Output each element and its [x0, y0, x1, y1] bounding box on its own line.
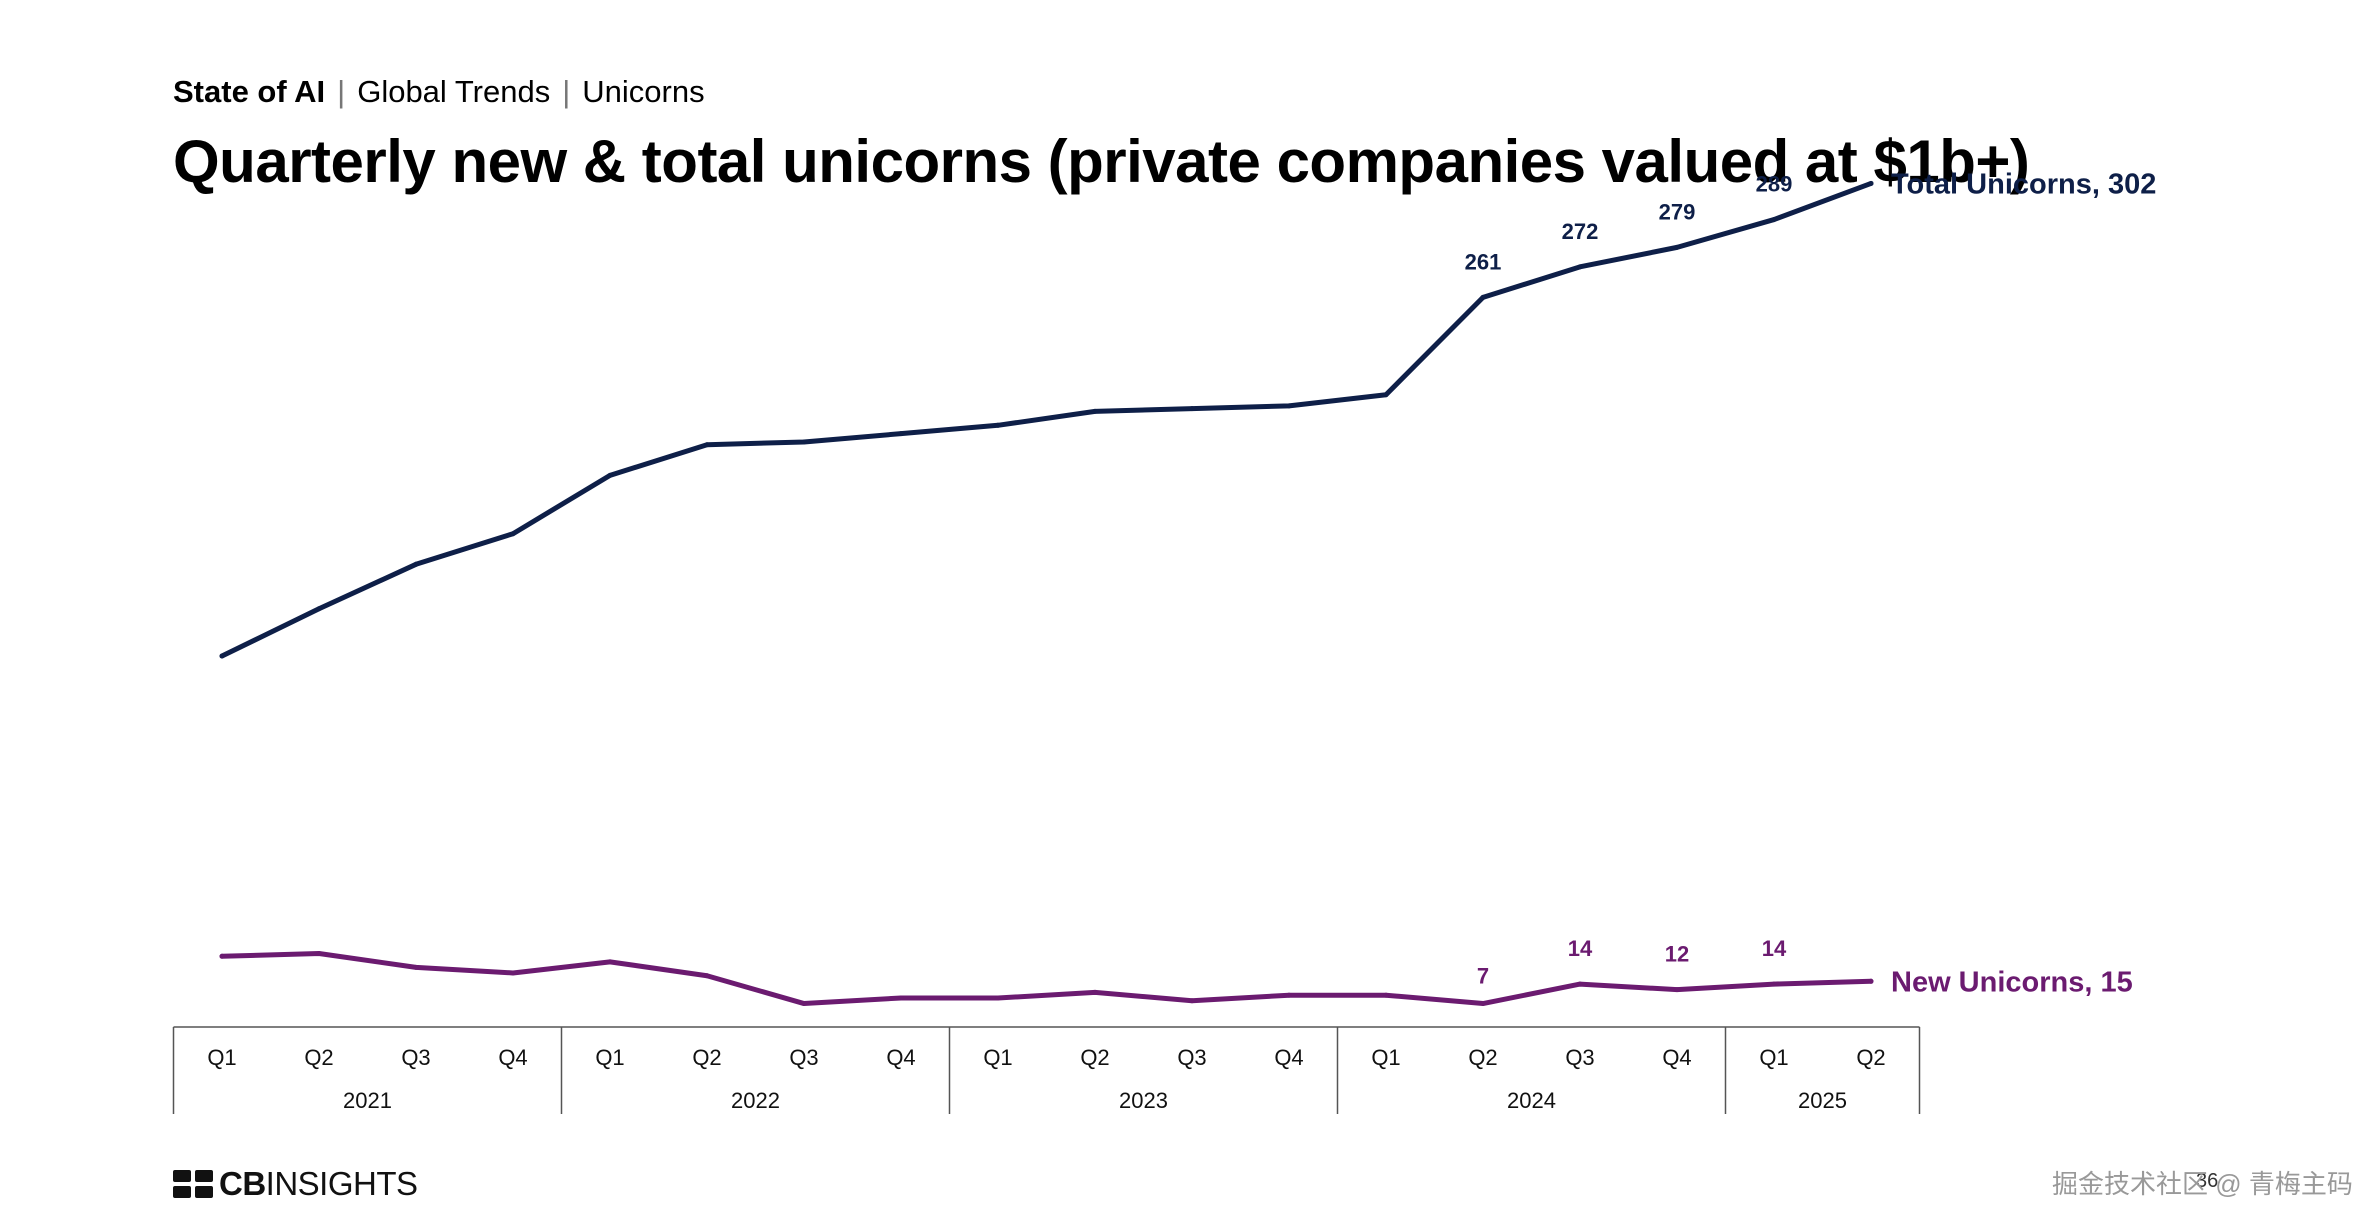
cb-logo-icon — [173, 1170, 213, 1198]
x-axis-year-label: 2025 — [1798, 1088, 1847, 1113]
total-unicorns-point — [1577, 264, 1583, 270]
breadcrumb-separator: | — [337, 74, 346, 109]
x-axis-tick-label: Q4 — [1274, 1045, 1303, 1070]
total-unicorns-point — [801, 439, 807, 445]
x-axis-tick-label: Q4 — [498, 1045, 527, 1070]
x-axis-tick-label: Q4 — [1662, 1045, 1691, 1070]
x-axis-year-label: 2024 — [1507, 1088, 1556, 1113]
x-axis-tick-label: Q3 — [401, 1045, 430, 1070]
total-unicorns-point — [1092, 408, 1098, 414]
x-axis-tick-label: Q2 — [1856, 1045, 1885, 1070]
total-unicorns-point — [1771, 217, 1777, 223]
total-unicorns-point — [1868, 180, 1874, 186]
new-unicorns-point — [1868, 978, 1874, 984]
x-axis-tick-label: Q3 — [1177, 1045, 1206, 1070]
new-unicorns-point — [510, 970, 516, 976]
total-unicorns-point — [995, 422, 1001, 428]
new-unicorns-point — [1480, 1001, 1486, 1007]
new-unicorns-end-label: New Unicorns, 15 — [1891, 966, 2133, 998]
new-unicorns-point — [1286, 992, 1292, 998]
total-unicorns-series-line — [219, 180, 1874, 659]
new-unicorns-point — [995, 995, 1001, 1001]
new-unicorns-data-label: 7 — [1477, 964, 1489, 989]
x-axis-tick-label: Q1 — [595, 1045, 624, 1070]
logo-text-insights: INSIGHTS — [265, 1165, 418, 1202]
total-unicorns-point — [704, 442, 710, 448]
breadcrumb-separator: | — [562, 74, 571, 109]
logo-text-cb: CB — [219, 1165, 266, 1202]
watermark: 掘金技术社区 @ 青梅主码 — [2052, 1169, 2353, 1199]
total-unicorns-point — [316, 606, 322, 612]
breadcrumb: State of AI | Global Trends | Unicorns — [173, 72, 705, 112]
new-unicorns-point — [1674, 987, 1680, 993]
cb-insights-logo: CBINSIGHTS — [173, 1164, 418, 1204]
new-unicorns-point — [1189, 998, 1195, 1004]
x-axis-tick-label: Q1 — [983, 1045, 1012, 1070]
new-unicorns-point — [316, 951, 322, 956]
total-unicorns-point — [898, 431, 904, 437]
new-unicorns-data-label: 12 — [1665, 942, 1689, 967]
total-unicorns-point — [1480, 294, 1486, 300]
new-unicorns-point — [898, 995, 904, 1001]
x-axis-year-label: 2022 — [731, 1088, 780, 1113]
x-axis-tick-label: Q2 — [1080, 1045, 1109, 1070]
page-number: 36 — [2196, 1170, 2219, 1192]
total-unicorns-point — [1383, 392, 1389, 398]
x-axis-year-label: 2021 — [343, 1088, 392, 1113]
new-unicorns-data-label: 14 — [1568, 936, 1593, 961]
total-unicorns-point — [607, 472, 613, 478]
new-unicorns-point — [1383, 992, 1389, 998]
new-unicorns-point — [413, 964, 419, 970]
x-axis-tick-label: Q4 — [886, 1045, 915, 1070]
total-unicorns-point — [1189, 406, 1195, 412]
total-unicorns-data-label: 289 — [1756, 172, 1793, 197]
total-unicorns-data-label: 261 — [1465, 249, 1502, 274]
total-unicorns-data-label: 279 — [1659, 199, 1696, 224]
total-unicorns-data-label: 272 — [1562, 219, 1599, 244]
breadcrumb-item-section: State of AI — [173, 74, 326, 109]
x-axis-tick-label: Q1 — [1759, 1045, 1788, 1070]
new-unicorns-point — [1771, 981, 1777, 987]
total-unicorns-point — [1286, 403, 1292, 409]
x-axis-tick-label: Q1 — [1371, 1045, 1400, 1070]
x-axis-tick-label: Q3 — [789, 1045, 818, 1070]
new-unicorns-data-label: 14 — [1762, 936, 1787, 961]
x-axis-year-label: 2023 — [1119, 1088, 1168, 1113]
x-axis-tick-label: Q2 — [1468, 1045, 1497, 1070]
total-unicorns-point — [510, 531, 516, 537]
x-axis-tick-label: Q2 — [692, 1045, 721, 1070]
total-unicorns-point — [1674, 244, 1680, 250]
new-unicorns-point — [1577, 981, 1583, 987]
breadcrumb-item-category: Global Trends — [357, 74, 551, 109]
page-title: Quarterly new & total unicorns (private … — [173, 128, 2030, 195]
new-unicorns-point — [607, 959, 613, 965]
x-axis-tick-label: Q1 — [207, 1045, 236, 1070]
new-unicorns-point — [1092, 989, 1098, 995]
x-axis-tick-label: Q2 — [304, 1045, 333, 1070]
total-unicorns-point — [413, 561, 419, 567]
total-unicorns-point — [219, 653, 225, 659]
new-unicorns-point — [801, 1001, 807, 1007]
breadcrumb-item-topic: Unicorns — [582, 74, 705, 109]
total-unicorns-end-label: Total Unicorns, 302 — [1891, 168, 2156, 200]
new-unicorns-point — [704, 973, 710, 979]
new-unicorns-series-line — [219, 951, 1874, 1007]
new-unicorns-point — [219, 953, 225, 959]
x-axis-tick-label: Q3 — [1565, 1045, 1594, 1070]
